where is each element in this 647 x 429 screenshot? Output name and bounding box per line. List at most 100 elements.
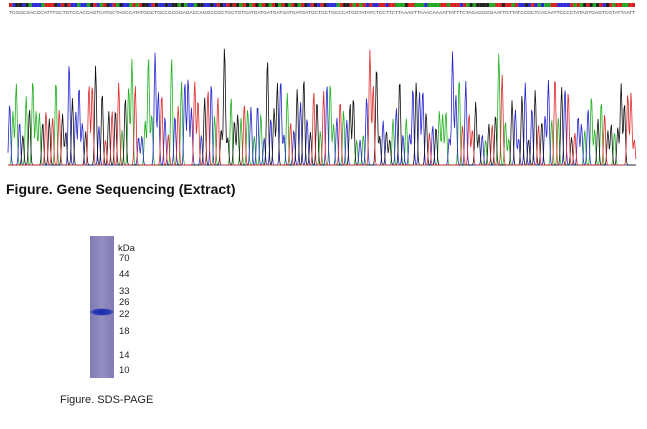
base-block [537,3,541,7]
base-block [154,3,159,7]
base-block [514,3,519,7]
base-block [576,3,580,7]
base-block [469,3,473,7]
sequence: TCGGCGACCCATTTGCTGTCCACCAGTCATGCTAGCCATA… [9,10,635,15]
base-block [80,3,84,7]
base-block [44,3,48,7]
marker-label: 10 [119,365,130,376]
base-block [57,3,61,7]
trace [8,48,636,166]
base-block [612,3,616,7]
base-block [417,3,421,7]
base-block [544,3,548,7]
base-block [489,3,493,7]
base-block [210,3,214,7]
base-block [336,3,340,7]
base-block [570,3,574,7]
gel-lane [90,236,114,378]
base-block [407,3,412,7]
base-block [41,3,45,7]
base-block [109,3,113,7]
base-block [602,3,606,7]
base-block [459,3,464,7]
base-block [346,3,350,7]
marker-label: 33 [119,286,130,297]
base-block [456,3,460,7]
base-block [252,3,256,7]
base-block [200,3,204,7]
base-block [320,3,324,7]
base-block [531,3,535,7]
base-block [180,3,185,7]
base-block [466,3,470,7]
base-block [261,3,266,7]
base-block [125,3,130,7]
base-call-blocks [9,3,635,7]
base-block [453,3,457,7]
base-block [446,3,451,7]
base-block [187,3,191,7]
base-block [508,3,512,7]
base-block [60,3,65,7]
marker-label: 70 [119,253,130,264]
base-block [359,3,363,7]
base-block [77,3,81,7]
base-block [219,3,224,7]
base-block [592,3,597,7]
gel-unit: kDa [118,243,136,254]
base-block [99,3,104,7]
base-block [9,3,13,7]
base-block [294,3,298,7]
base-block [239,3,243,7]
base-block [229,3,233,7]
base-block [573,3,577,7]
base-block [479,3,483,7]
base-block [586,3,590,7]
base-block [38,3,42,7]
base-block [119,3,123,7]
base-block [518,3,522,7]
base-block [430,3,434,7]
base-block [317,3,321,7]
base-block [249,3,253,7]
base-block [47,3,52,7]
base-block [485,3,490,7]
base-block [609,3,613,7]
base-block [313,3,318,7]
chromatogram-caption: Figure. Gene Sequencing (Extract) [6,181,236,197]
base-block [339,3,344,7]
gel-caption: Figure. SDS-PAGE [60,394,153,406]
base-block [174,3,178,7]
marker-label: 44 [119,269,130,280]
marker-label: 26 [119,297,130,308]
base-block [310,3,314,7]
base-block [203,3,207,7]
base-block [521,3,525,7]
base-block [232,3,237,7]
base-block [193,3,198,7]
base-block [443,3,447,7]
base-block [135,3,139,7]
trace [8,49,637,166]
base-block [502,3,506,7]
base-block [524,3,528,7]
base-block [378,3,383,7]
base-block [151,3,155,7]
base-block [223,3,227,7]
base-block [67,3,71,7]
base-block [287,3,292,7]
base-block [129,3,133,7]
base-block [103,3,107,7]
base-block [112,3,117,7]
base-block [463,3,467,7]
base-block [583,3,587,7]
base-block [300,3,305,7]
base-block [615,3,619,7]
base-block [70,3,74,7]
base-block [420,3,425,7]
base-block [307,3,311,7]
base-block [495,3,499,7]
protein-band [89,308,115,316]
base-block [498,3,503,7]
